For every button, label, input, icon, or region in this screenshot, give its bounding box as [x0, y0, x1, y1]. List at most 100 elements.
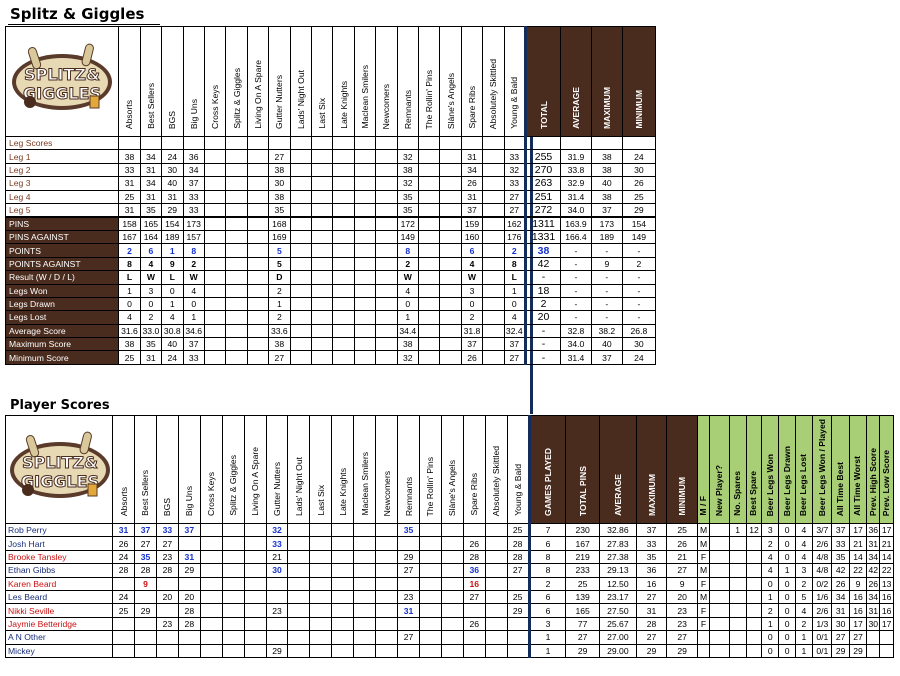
leg-score-cell — [332, 202, 355, 218]
stat-cell — [246, 215, 270, 231]
player-extra-cell: 1 — [761, 616, 780, 632]
leg-score-cell: 26 — [460, 176, 484, 191]
stat-cell: 172 — [396, 215, 419, 231]
player-summary-cell: 165 — [565, 603, 600, 618]
stat-cell: 1 — [161, 296, 184, 312]
player-team-header-young-bald: Young & Bald — [506, 415, 530, 524]
extra-header-label: M / F — [698, 496, 709, 516]
player-extra-cell: 1/6 — [812, 589, 833, 605]
team-header-label: Newcomers — [381, 470, 392, 516]
team-header-label: The Rollin' Pins — [424, 69, 435, 129]
player-summary-cell: 37 — [635, 522, 668, 538]
player-score-cell — [112, 630, 136, 645]
player-team-header-splitz-giggles: Splitz & Giggles — [221, 415, 245, 524]
stat-cell — [417, 350, 441, 365]
stat-cell — [375, 243, 398, 258]
stat-cell — [310, 243, 334, 258]
leg-score-cell — [439, 149, 462, 164]
stat-cell — [289, 283, 312, 298]
svg-text:GIGGLES: GIGGLES — [21, 472, 99, 491]
stat-cell — [246, 296, 270, 312]
leg-score-cell — [332, 189, 355, 204]
player-score-cell — [309, 563, 333, 578]
player-extra-cell: 29 — [831, 643, 850, 658]
extra-header-label: No. Spares — [732, 471, 743, 516]
player-row-mickey: Mickey 29 1 29 29.00 29 29 0 0 1 0/1 29 29 — [4, 643, 894, 658]
stat-cell: 2 — [503, 243, 527, 258]
player-extra-cell — [745, 549, 763, 565]
stat-cell: 4 — [396, 283, 419, 298]
leg-row: Leg 4 25 31 31 33 38 35 31 27 251 31.4 38 25 — [4, 189, 657, 204]
player-extra-cell: 17 — [848, 616, 868, 632]
player-score-cell: 27 — [462, 589, 486, 605]
player-extra-cell: 31 — [866, 603, 881, 618]
player-summary-cell: 167 — [565, 536, 600, 551]
player-extra-cell: 12 — [745, 522, 763, 538]
leg-score-cell: 38 — [268, 162, 291, 178]
stat-row-pins: PINS 158 165 154 173 168 172 159 162 1311 163.9 173… — [4, 215, 657, 231]
leg-score-cell — [310, 162, 334, 178]
leg-score-cell — [417, 149, 441, 164]
leg-score-cell: 25 — [118, 189, 141, 204]
stat-cell — [417, 337, 441, 352]
stat-label: Legs Drawn — [4, 296, 120, 312]
stat-cell: 1 — [396, 310, 419, 325]
leg-score-cell — [417, 162, 441, 178]
player-score-cell — [287, 630, 311, 645]
stat-cell — [246, 270, 270, 285]
player-summary-cell: 8 — [527, 563, 567, 578]
stat-cell: 33.6 — [268, 323, 291, 339]
stat-cell: 8 — [182, 243, 205, 258]
stat-cell — [289, 270, 312, 285]
player-extra-cell: 4 — [794, 522, 814, 538]
player-extra-cell: 22 — [848, 563, 868, 578]
player-team-header-the-rollin-pins: The Rollin' Pins — [419, 415, 442, 524]
player-score-cell: 25 — [506, 589, 530, 605]
stat-cell: 8 — [118, 256, 141, 272]
player-score-cell — [440, 563, 464, 578]
stat-cell — [225, 283, 248, 298]
stat-summary-cell: - — [560, 283, 592, 298]
player-extra-cell — [745, 630, 763, 645]
leg-score-cell — [225, 189, 248, 204]
player-score-cell — [419, 536, 442, 551]
stat-cell: 158 — [118, 215, 141, 231]
player-extra-header-best-spare: Best Spare — [745, 415, 763, 524]
leg-score-cell: 33 — [182, 202, 205, 218]
player-score-cell — [353, 643, 377, 658]
player-score-cell — [243, 630, 267, 645]
player-extra-cell: 5 — [794, 589, 814, 605]
player-score-cell — [221, 616, 245, 632]
stat-cell — [289, 310, 312, 325]
player-summary-cell: 31 — [635, 603, 668, 618]
player-score-cell — [375, 643, 399, 658]
stat-cell: 32.4 — [503, 323, 527, 339]
leg-score-cell — [310, 149, 334, 164]
stat-summary-cell: 31.4 — [560, 350, 592, 365]
stat-cell: 169 — [268, 229, 291, 245]
player-score-cell: 24 — [112, 589, 136, 605]
stat-cell — [203, 283, 227, 298]
extra-header-label: Beer Legs Drawn — [781, 445, 792, 516]
stat-summary-cell: - — [560, 243, 592, 258]
stat-cell: 1 — [182, 310, 205, 325]
stat-summary-cell: 189 — [590, 229, 623, 245]
team-header-bgs: BGS — [161, 26, 184, 137]
player-extra-header-beer-legs-drawn: Beer Legs Drawn — [778, 415, 796, 524]
player-extra-cell: 0 — [761, 576, 780, 591]
stat-cell: W — [396, 270, 419, 285]
player-summary-cell: 33 — [635, 536, 668, 551]
player-score-cell — [177, 643, 201, 658]
stat-cell: 5 — [268, 243, 291, 258]
stat-summary-cell: 2 — [621, 256, 657, 272]
player-score-cell — [419, 643, 442, 658]
stat-summary-cell: - — [621, 296, 657, 312]
leg-score-cell — [375, 149, 398, 164]
player-summary-cell: 25 — [565, 576, 600, 591]
stat-cell — [225, 310, 248, 325]
stat-cell — [417, 296, 441, 312]
player-summary-cell: 27 — [565, 630, 600, 645]
player-score-cell — [287, 549, 311, 565]
player-score-cell — [243, 589, 267, 605]
player-extra-cell — [728, 549, 747, 565]
